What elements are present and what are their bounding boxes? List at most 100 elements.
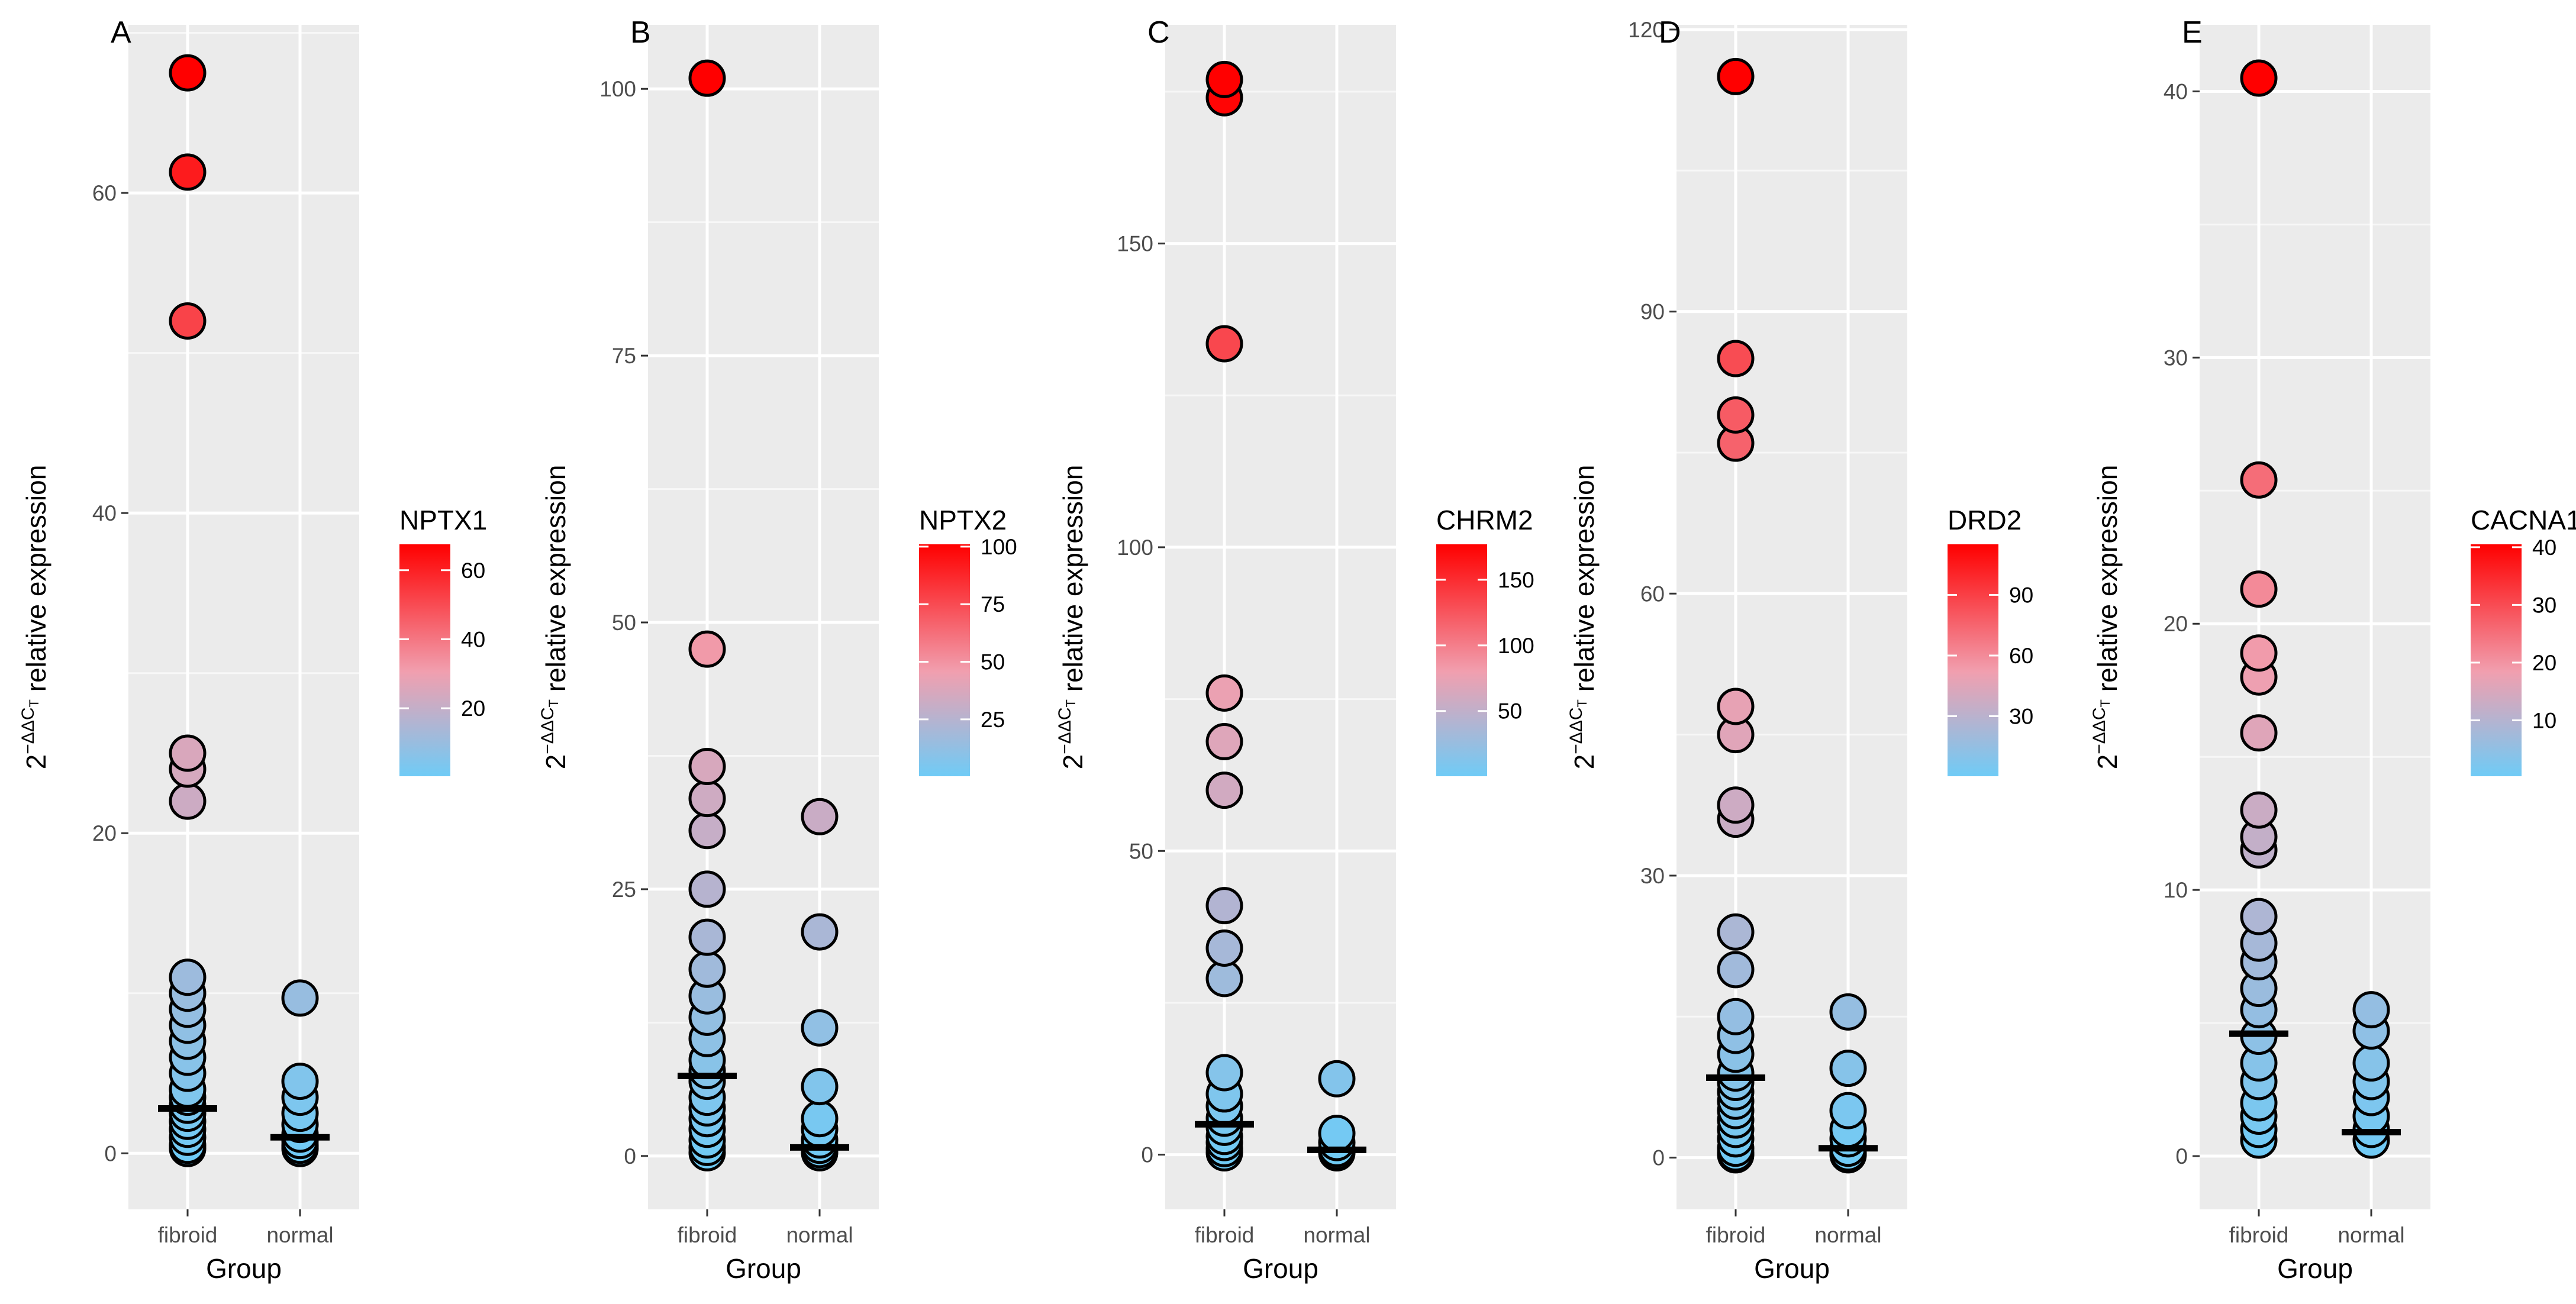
data-point-fibroid <box>1205 887 1243 925</box>
x-axis-title: Group <box>2277 1253 2353 1284</box>
data-point-fibroid <box>688 918 726 956</box>
legend-tick-label: 20 <box>2532 651 2556 675</box>
y-axis-title-exponent-sub: T <box>546 699 561 707</box>
y-axis-title-base: 2 <box>2092 754 2123 770</box>
data-point-normal <box>2352 1044 2390 1082</box>
panel-a: 0 20 40 60 fibroid normal Group 2−ΔΔCT relative… <box>18 15 487 1284</box>
data-point-fibroid <box>1205 325 1243 363</box>
data-point-fibroid <box>2240 714 2278 752</box>
x-tick-label-normal: normal <box>266 1223 333 1247</box>
y-tick-label: 20 <box>92 821 117 845</box>
data-point-fibroid <box>169 302 207 340</box>
data-point-normal <box>801 1009 839 1047</box>
y-axis-title-rest: relative expression <box>1569 465 1600 699</box>
y-axis-title-exponent: −ΔΔC <box>538 707 557 754</box>
panel-letter: C <box>1147 15 1170 50</box>
x-axis-title: Group <box>1754 1253 1830 1284</box>
y-tick-label: 0 <box>1141 1143 1153 1167</box>
data-point-fibroid <box>1205 929 1243 967</box>
data-point-fibroid <box>1205 1054 1243 1092</box>
data-point-fibroid <box>169 153 207 191</box>
y-axis-title-exponent-sub: T <box>1575 699 1590 707</box>
legend-title: NPTX1 <box>399 505 487 535</box>
data-point-fibroid <box>688 870 726 908</box>
data-point-fibroid <box>1717 998 1755 1035</box>
x-tick-label-fibroid: fibroid <box>158 1223 218 1247</box>
x-tick-label-normal: normal <box>2338 1223 2404 1247</box>
data-point-fibroid <box>2240 898 2278 935</box>
y-axis-title-exponent-sub: T <box>1063 699 1078 707</box>
y-axis-title-exponent: −ΔΔC <box>1566 707 1586 754</box>
data-point-fibroid <box>688 630 726 668</box>
y-tick-label: 0 <box>1652 1146 1665 1170</box>
data-point-fibroid <box>169 54 207 92</box>
data-point-fibroid <box>1205 674 1243 712</box>
y-tick-label: 100 <box>599 77 636 101</box>
y-tick-label: 75 <box>612 344 636 368</box>
y-tick-label: 20 <box>2164 612 2188 636</box>
y-axis-title-exponent-sub: T <box>27 699 41 707</box>
y-tick-label: 40 <box>92 501 117 525</box>
data-point-fibroid <box>1205 60 1243 98</box>
legend-tick-label: 100 <box>981 535 1017 559</box>
y-axis-title-exponent: −ΔΔC <box>18 707 38 754</box>
y-axis-title: 2−ΔΔCT relative expression <box>2090 465 2123 770</box>
legend-title: NPTX2 <box>919 505 1007 535</box>
data-point-fibroid <box>688 748 726 786</box>
data-point-normal <box>801 1068 839 1106</box>
data-point-fibroid <box>1717 687 1755 725</box>
y-axis-title-exponent: −ΔΔC <box>1055 707 1075 754</box>
legend-colorbar <box>2471 544 2522 776</box>
data-point-fibroid <box>1717 951 1755 989</box>
y-axis-title: 2−ΔΔCT relative expression <box>1566 465 1600 770</box>
panel-b: 0 25 50 75 100 fibroid normal Group 2−ΔΔCT relat… <box>538 15 1017 1284</box>
y-tick-label: 25 <box>612 877 636 902</box>
data-point-fibroid <box>688 812 726 850</box>
y-tick-label: 90 <box>1640 300 1665 324</box>
legend-tick-label: 75 <box>981 592 1005 617</box>
y-axis-title: 2−ΔΔCT relative expression <box>538 465 571 770</box>
y-axis-title-base: 2 <box>21 754 51 770</box>
data-point-normal <box>1829 1092 1867 1129</box>
y-tick-label: 0 <box>2175 1144 2188 1169</box>
x-tick-label-fibroid: fibroid <box>1195 1223 1255 1247</box>
data-point-normal <box>1318 1115 1356 1153</box>
legend-colorbar <box>1436 544 1487 776</box>
data-point-fibroid <box>169 782 207 820</box>
legend-title: CHRM2 <box>1436 505 1533 535</box>
y-axis-title-rest: relative expression <box>21 465 51 699</box>
y-tick-label: 0 <box>104 1141 117 1166</box>
x-tick-label-fibroid: fibroid <box>1706 1223 1766 1247</box>
data-point-fibroid <box>688 950 726 988</box>
x-axis-title: Group <box>726 1253 801 1284</box>
legend-colorbar <box>1948 544 1998 776</box>
legend-colorbar <box>399 544 450 776</box>
x-axis-title: Group <box>1243 1253 1318 1284</box>
legend-tick-label: 40 <box>461 627 485 651</box>
data-point-normal <box>281 1063 319 1100</box>
panel-e: 0 10 20 30 40 fibroid normal Group 2−ΔΔCT relati… <box>2090 15 2576 1284</box>
data-point-fibroid <box>2240 570 2278 608</box>
y-axis-title-exponent: −ΔΔC <box>2090 707 2109 754</box>
legend-tick-label: 30 <box>2009 704 2033 728</box>
data-point-fibroid <box>688 59 726 97</box>
panel-letter: B <box>630 15 651 50</box>
data-point-normal <box>281 979 319 1017</box>
plot-background <box>1165 25 1396 1209</box>
data-point-fibroid <box>2240 59 2278 97</box>
data-point-fibroid <box>1717 57 1755 95</box>
x-tick-label-normal: normal <box>1814 1223 1881 1247</box>
data-point-fibroid <box>1717 340 1755 377</box>
legend-tick-label: 25 <box>981 708 1005 732</box>
data-point-normal <box>2352 991 2390 1029</box>
y-tick-label: 50 <box>612 611 636 635</box>
data-point-normal <box>801 798 839 835</box>
y-tick-label: 120 <box>1628 18 1665 42</box>
legend-tick-label: 60 <box>2009 644 2033 668</box>
data-point-fibroid <box>2240 791 2278 829</box>
y-axis-title-rest: relative expression <box>540 465 571 699</box>
y-axis-title: 2−ΔΔCT relative expression <box>1055 465 1088 770</box>
y-tick-label: 60 <box>1640 582 1665 606</box>
panel-d: 0 30 60 90 120 fibroid normal Group 2−ΔΔCT relat… <box>1566 15 2033 1284</box>
